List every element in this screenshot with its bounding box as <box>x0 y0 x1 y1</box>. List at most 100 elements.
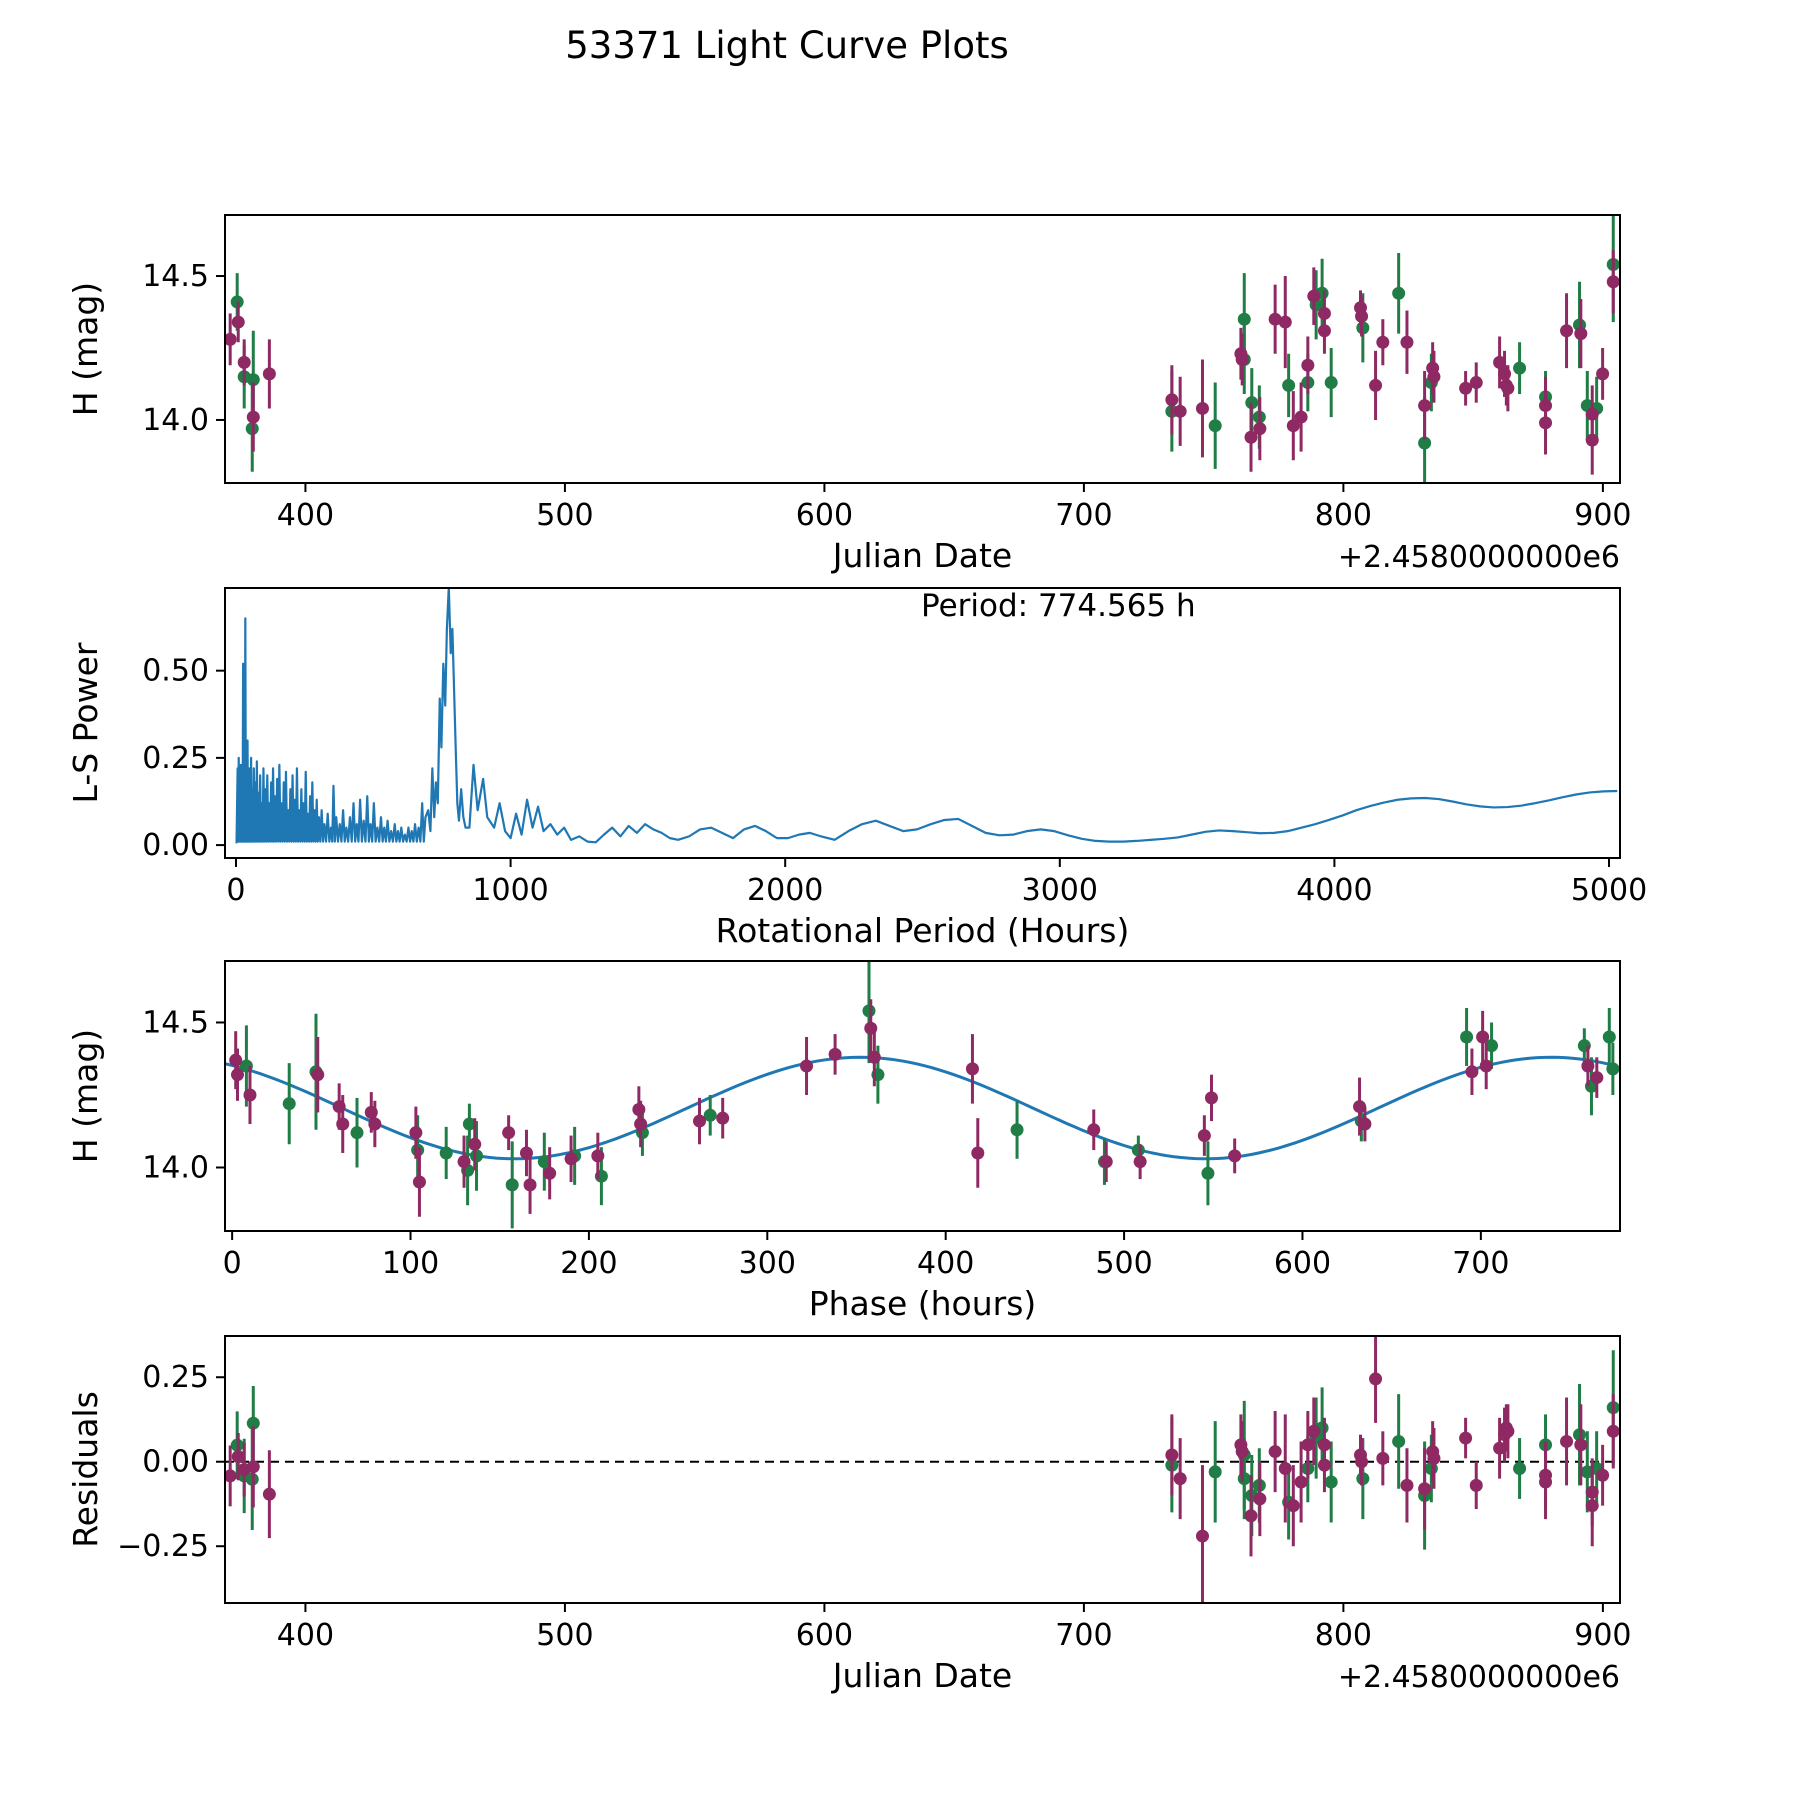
y-axis-label: H (mag) <box>66 282 105 416</box>
data-point <box>1355 309 1369 323</box>
panels: 400 500 600 700 800 900 14.0 14.5 Julian Date +2.… <box>66 214 1647 1695</box>
data-point <box>1418 436 1432 450</box>
axes-frame <box>224 960 1621 1232</box>
data-point <box>591 1149 605 1163</box>
data-point <box>1581 1059 1595 1073</box>
y-tick-label: 14.0 <box>142 403 209 438</box>
data-point <box>1376 1451 1390 1465</box>
data-point <box>262 1487 276 1501</box>
data-point <box>1539 1475 1553 1489</box>
data-point <box>1369 378 1383 392</box>
data-point <box>1606 1424 1620 1438</box>
data-point <box>1208 419 1222 433</box>
x-offset-label: +2.4580000000e6 <box>1338 1660 1620 1695</box>
data-point <box>1485 1039 1499 1053</box>
data-point <box>1244 1509 1258 1523</box>
data-point <box>1358 1117 1372 1131</box>
data-point <box>1235 353 1249 367</box>
data-point <box>862 1004 876 1018</box>
series-green <box>230 1350 1620 1550</box>
data-point <box>237 355 251 369</box>
data-point <box>231 315 245 329</box>
data-point <box>1317 324 1331 338</box>
data-point <box>1010 1123 1024 1137</box>
data-point <box>1392 1434 1406 1448</box>
x-tick-label: 500 <box>1095 1246 1152 1281</box>
data-point <box>1301 1438 1315 1452</box>
x-tick-label: 500 <box>536 498 593 533</box>
data-point <box>1501 381 1515 395</box>
x-tick-label: 800 <box>1315 1618 1372 1653</box>
data-point <box>1459 1431 1473 1445</box>
data-point <box>1204 1091 1218 1105</box>
data-point <box>564 1152 578 1166</box>
data-point <box>1574 1438 1588 1452</box>
data-point <box>1596 367 1610 381</box>
periodogram-curve <box>235 588 1618 844</box>
data-point <box>246 410 260 424</box>
data-point <box>468 1137 482 1151</box>
data-point <box>800 1059 814 1073</box>
data-point <box>1539 416 1553 430</box>
data-point <box>336 1117 350 1131</box>
x-tick-label: 600 <box>796 1618 853 1653</box>
figure-title: 53371 Light Curve Plots <box>565 24 1009 67</box>
data-point <box>246 1460 260 1474</box>
data-point <box>368 1117 382 1131</box>
x-tick-label: 700 <box>1055 1618 1112 1653</box>
panel-content <box>225 961 1620 1229</box>
y-axis-label: L-S Power <box>66 642 105 803</box>
y-tick-label: 0.00 <box>142 828 209 863</box>
data-point <box>229 1053 243 1067</box>
x-tick-label: 800 <box>1315 498 1372 533</box>
data-point <box>1268 312 1282 326</box>
data-point <box>1606 275 1620 289</box>
x-axis-label: Rotational Period (Hours) <box>716 911 1130 950</box>
data-point <box>311 1068 325 1082</box>
data-point <box>1369 1372 1383 1386</box>
x-tick-label: 200 <box>560 1246 617 1281</box>
data-point <box>1195 1529 1209 1543</box>
data-point <box>523 1178 537 1192</box>
x-tick-label: 400 <box>277 1618 334 1653</box>
data-point <box>1133 1155 1147 1169</box>
x-tick-label: 600 <box>796 498 853 533</box>
data-point <box>1479 1059 1493 1073</box>
x-tick-label: 2000 <box>747 873 823 908</box>
data-point <box>1400 335 1414 349</box>
fit-curve <box>225 1055 1617 1161</box>
y-tick-label: 14.5 <box>142 259 209 294</box>
data-point <box>225 1469 237 1483</box>
data-point <box>1197 1129 1211 1143</box>
data-point <box>1606 1062 1620 1076</box>
data-point <box>1560 1434 1574 1448</box>
panel-residuals: 400 500 600 700 800 900 −0.25 0.00 0.25 Julian Da… <box>66 1335 1632 1695</box>
data-point <box>634 1117 648 1131</box>
data-point <box>1590 1071 1604 1085</box>
x-offset-label: +2.4580000000e6 <box>1338 540 1620 575</box>
axes-frame <box>224 587 1621 859</box>
data-point <box>1173 404 1187 418</box>
panel-phase: 0 100 200 300 400 500 600 700 14.0 14.5 Phase (hou… <box>66 960 1621 1323</box>
x-axis-label: Phase (hours) <box>809 1284 1037 1323</box>
data-point <box>1307 1424 1321 1438</box>
y-tick-label: 0.50 <box>142 654 209 689</box>
y-tick-label: 0.25 <box>142 741 209 776</box>
data-point <box>350 1126 364 1140</box>
panel-content <box>235 588 1618 844</box>
y-axis-label: H (mag) <box>66 1029 105 1163</box>
axes-frame <box>224 1335 1621 1604</box>
data-point <box>462 1117 476 1131</box>
data-point <box>1286 419 1300 433</box>
data-point <box>1301 358 1315 372</box>
data-point <box>1418 399 1432 413</box>
data-point <box>1469 1478 1483 1492</box>
x-tick-label: 5000 <box>1571 873 1647 908</box>
data-point <box>1400 1478 1414 1492</box>
data-point <box>1353 1100 1367 1114</box>
y-tick-label: −0.25 <box>117 1529 209 1564</box>
x-tick-label: 3000 <box>1022 873 1098 908</box>
data-point <box>1235 1445 1249 1459</box>
panel-content <box>225 215 1620 483</box>
